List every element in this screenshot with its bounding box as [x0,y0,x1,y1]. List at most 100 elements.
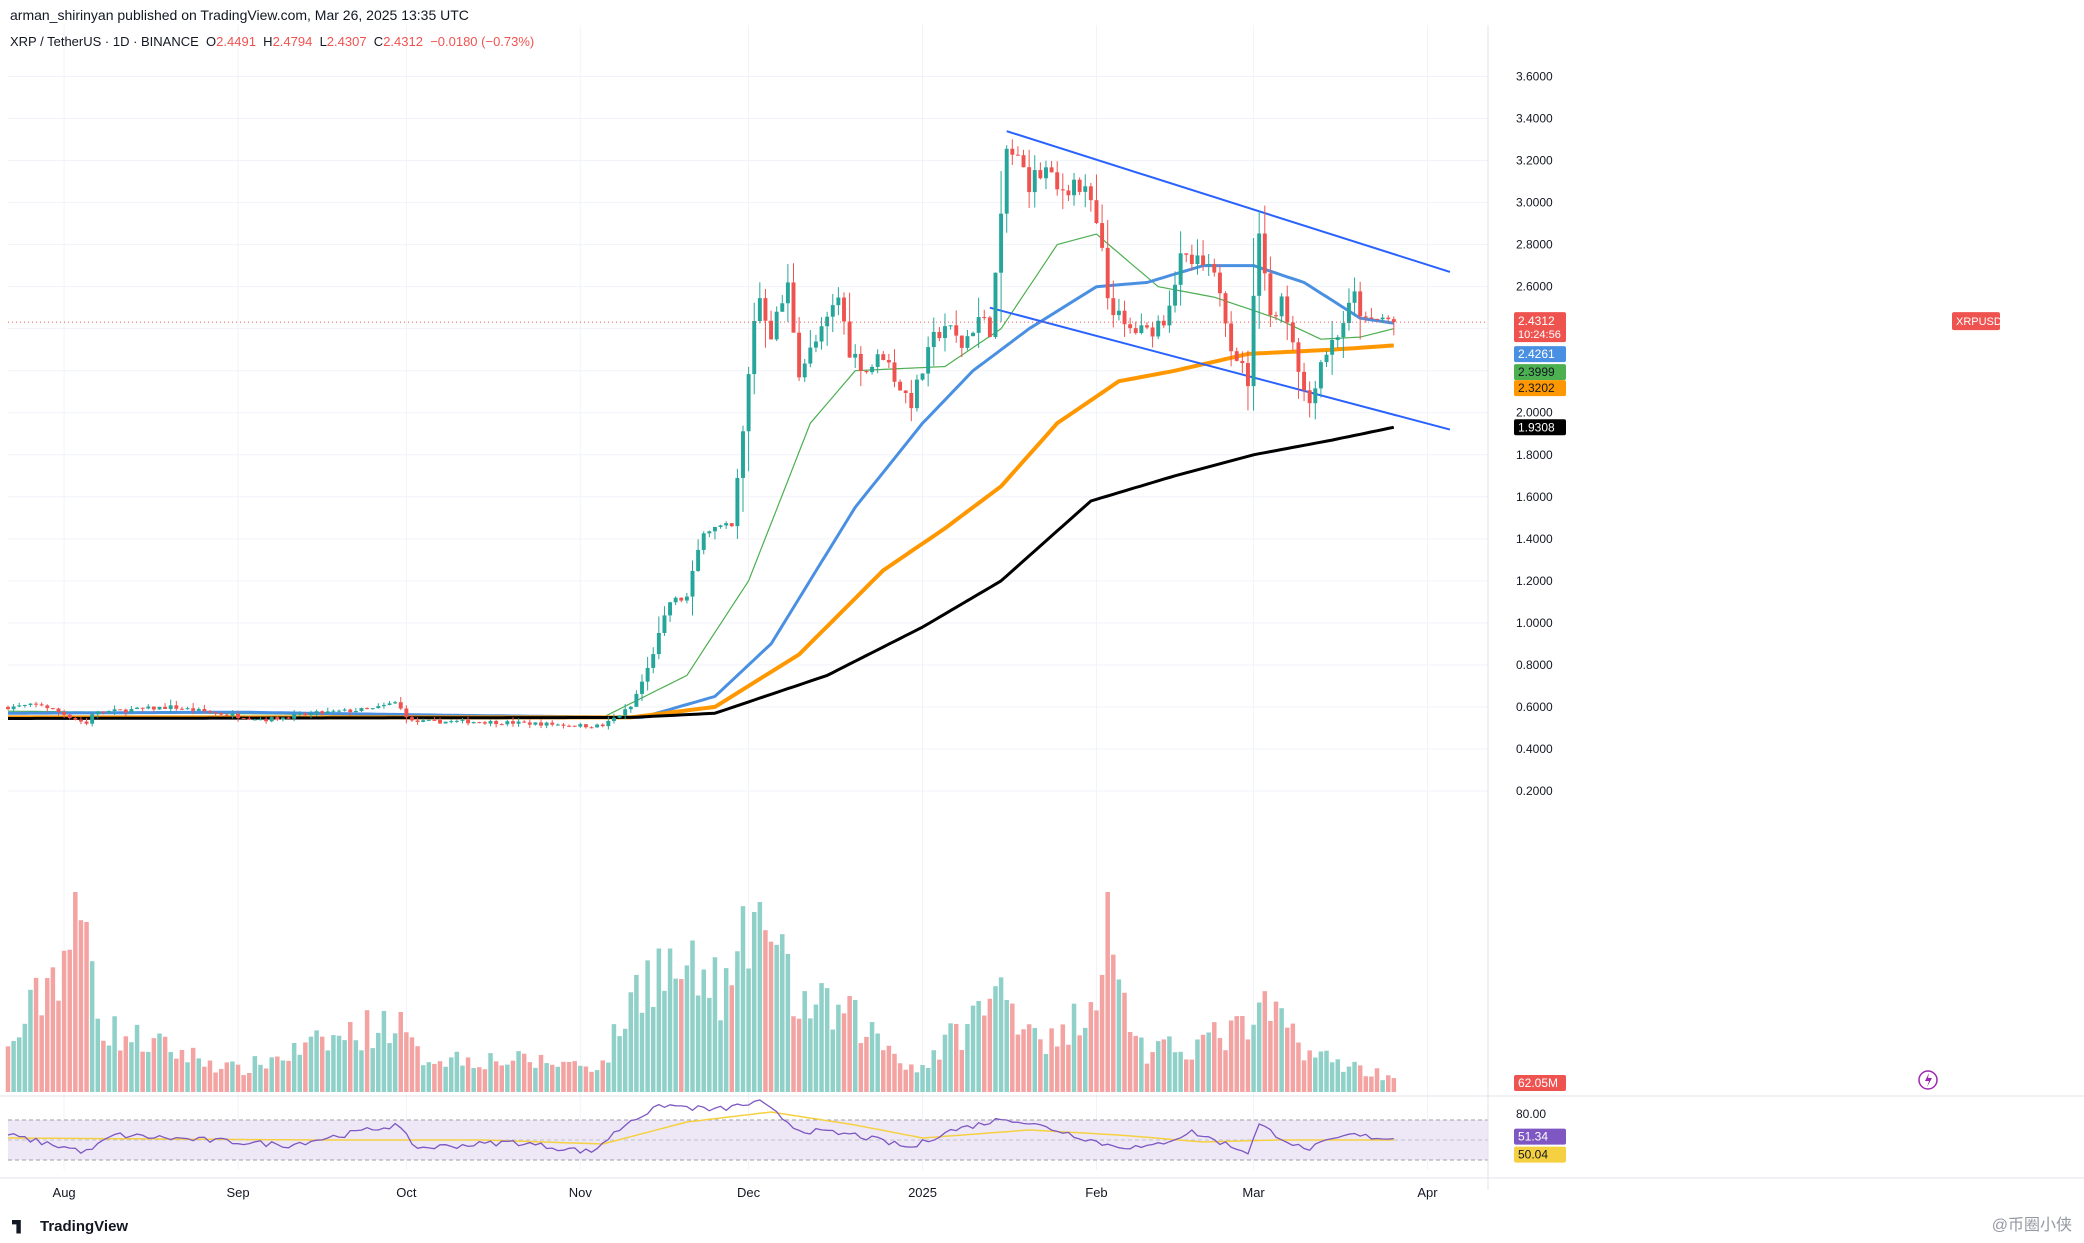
candle-body [404,708,409,718]
candle-body [527,722,532,725]
candle-body [611,717,616,721]
volume-bar [415,1046,420,1092]
candle-body [696,549,701,571]
candle-body [1217,272,1222,294]
volume-bar [993,986,998,1092]
candle-body [1111,298,1116,316]
volume-bar [757,902,763,1092]
candle-body [544,722,549,726]
candle-body [842,297,846,322]
volume-bar [168,1051,173,1092]
volume-bar [1010,1003,1015,1092]
volume-bar [67,949,72,1092]
candle-body [1324,354,1329,363]
candle-body [1027,167,1032,193]
candle-body [381,704,386,707]
candle-body [398,702,403,709]
volume-bar [684,965,690,1092]
candle-body [510,721,515,724]
candle-body [230,714,235,716]
candle-body [415,720,420,722]
candle-body [449,721,454,723]
volume-bar [819,983,824,1092]
candle-body [50,708,55,710]
low-label: L [319,34,327,49]
candle-body [1167,305,1172,326]
volume-bar [634,974,639,1092]
high-label: H [263,34,273,49]
moving-averages [7,233,1395,720]
volume-bar [561,1061,566,1092]
tradingview-brand[interactable]: TradingView [12,1218,128,1235]
candle-body [1055,172,1060,190]
volume-bar [740,906,746,1092]
volume-bar [578,1065,583,1092]
candle-body [95,711,100,715]
candle-body [1307,390,1312,404]
volume-bar [331,1035,336,1092]
volume-bar [746,968,751,1092]
candle-body [224,714,229,716]
brand-name: TradingView [40,1218,129,1235]
volume-bar [1206,1032,1211,1092]
x-tick-label: Dec [737,1185,761,1200]
candle-body [101,711,106,713]
volume-bar [1088,1002,1094,1092]
candle-body [34,703,39,705]
candle-body [320,711,325,714]
volume-bar [1341,1071,1346,1092]
candle-body [628,706,633,710]
volume-bar [235,1064,241,1092]
volume-bar [477,1067,482,1092]
volume-bar [982,1015,987,1092]
candle-body [118,709,123,711]
candle-body [1290,322,1295,343]
candle-body [572,725,577,727]
volume-bar [679,979,684,1092]
candle-body [1128,324,1133,329]
candle-body [421,720,426,722]
volume-bar [852,999,858,1092]
volume-bar [628,992,634,1092]
candle-body [1145,325,1149,328]
volume-bar [763,930,768,1092]
volume-bar [656,948,662,1092]
volume-bar [1043,1054,1049,1092]
time-axis[interactable]: Aug Sep Oct Nov Dec 2025 Feb Mar Apr [0,1177,2084,1200]
volume-bar [22,1023,28,1092]
volume-bar [465,1057,471,1092]
candle-body [146,706,151,709]
candle-body [1318,362,1323,389]
volume-bar [106,1045,112,1092]
candle-body [45,705,50,709]
volume-bar [275,1056,280,1092]
rsi-value-tag [1514,1128,1566,1145]
volume-bar [1217,1038,1223,1092]
volume-bar [914,1072,920,1092]
candle-body [864,371,869,373]
y-tick-label: 0.4000 [1516,742,1553,756]
volume-bar [359,1050,364,1092]
trendline-upper [1006,130,1451,273]
candle-body [600,724,605,727]
candle-body [1274,315,1278,317]
volume-bar [639,1012,645,1092]
volume-bar [291,1043,297,1092]
volume-bar [723,968,729,1092]
symbol-name[interactable]: XRP / TetherUS · 1D · BINANCE [10,34,199,49]
volume-bar [566,1062,572,1092]
volume-bar [1279,1008,1284,1092]
candle-body [769,320,774,340]
last-price-tag [1514,312,1566,343]
volume-bar [241,1075,246,1092]
volume-bar [751,912,757,1092]
volume-bar [398,1011,403,1092]
volume-bar [886,1045,892,1092]
volume-bar [146,1051,151,1092]
candle-body [471,722,476,724]
candle-body [1173,284,1177,306]
change-value: −0.0180 (−0.73%) [430,34,535,49]
volume-bar [1324,1050,1329,1092]
volume-bar [1357,1065,1363,1092]
